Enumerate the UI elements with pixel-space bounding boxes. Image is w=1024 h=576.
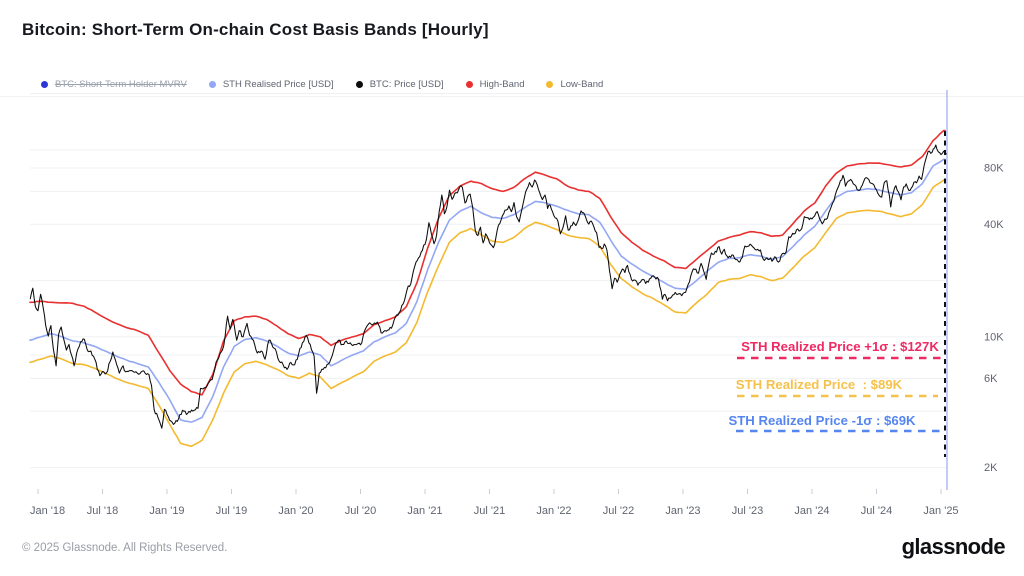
callout-text-1: STH Realized Price : $89K — [736, 377, 903, 392]
y-tick-label: 80K — [984, 163, 1004, 175]
copyright-text: © 2025 Glassnode. All Rights Reserved. — [22, 542, 228, 554]
y-tick-label: 2K — [984, 462, 998, 474]
x-tick-label: Jan '23 — [665, 505, 700, 517]
legend-label-btc-price: BTC: Price [USD] — [369, 79, 444, 90]
btc-price-line — [29, 144, 947, 429]
legend-item-btc-price[interactable]: BTC: Price [USD] — [355, 79, 444, 90]
x-tick-label: Jan '20 — [278, 505, 313, 517]
legend-label-sth-mvrv: BTC: Short-Term Holder MVRV — [55, 79, 187, 90]
high-band-line — [29, 129, 946, 396]
legend-divider — [0, 96, 1024, 97]
legend-item-low-band[interactable]: Low-Band — [546, 79, 603, 90]
legend-dot-sth-mvrv — [41, 81, 48, 88]
page-title: Bitcoin: Short-Term On-chain Cost Basis … — [22, 20, 489, 39]
sth-realised-price-line — [29, 158, 946, 423]
y-tick-label: 40K — [984, 219, 1004, 231]
legend-item-sth-mvrv[interactable]: BTC: Short-Term Holder MVRV — [41, 79, 187, 90]
x-tick-label: Jan '19 — [149, 505, 184, 517]
low-band-line — [29, 179, 946, 448]
callout-text-2: STH Realized Price -1σ : $69K — [728, 413, 916, 428]
legend-dot-low-band — [546, 81, 554, 88]
x-tick-label: Jul '22 — [603, 505, 634, 517]
x-tick-label: Jan '24 — [794, 505, 829, 517]
x-tick-label: Jan '25 — [923, 505, 958, 517]
legend-item-sth-realised-price[interactable]: STH Realised Price [USD] — [208, 79, 334, 90]
legend-dot-sth-realised-price — [208, 81, 216, 88]
x-tick-label: Jul '19 — [216, 505, 247, 517]
legend-label-sth-realised-price: STH Realised Price [USD] — [222, 79, 334, 90]
chart-legend: BTC: Short-Term Holder MVRV STH Realised… — [41, 79, 603, 90]
callout-text-0: STH Realized Price +1σ : $127K — [741, 339, 939, 354]
x-tick-label: Jul '23 — [732, 505, 763, 517]
legend-label-high-band: High-Band — [479, 79, 525, 90]
y-tick-label: 10K — [984, 331, 1004, 343]
x-tick-label: Jul '21 — [474, 505, 505, 517]
x-tick-label: Jul '18 — [87, 505, 118, 517]
legend-label-low-band: Low-Band — [560, 79, 604, 90]
x-tick-label: Jul '24 — [861, 505, 892, 517]
legend-dot-high-band — [465, 81, 473, 88]
legend-item-high-band[interactable]: High-Band — [465, 79, 525, 90]
x-tick-label: Jan '21 — [407, 505, 442, 517]
x-tick-label: Jul '20 — [345, 505, 376, 517]
y-tick-label: 6K — [984, 373, 998, 385]
x-tick-label: Jan '22 — [536, 505, 571, 517]
legend-dot-btc-price — [355, 81, 363, 88]
x-tick-label: Jan '18 — [30, 505, 65, 517]
glassnode-wordmark: glassnode — [901, 534, 1006, 559]
